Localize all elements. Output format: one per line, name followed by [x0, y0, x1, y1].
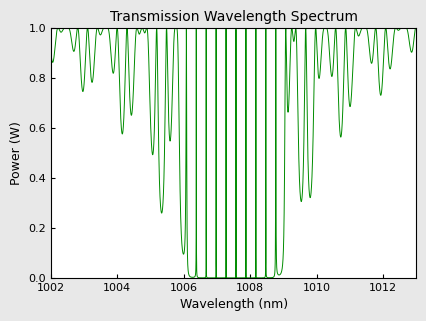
X-axis label: Wavelength (nm): Wavelength (nm): [179, 298, 288, 311]
Title: Transmission Wavelength Spectrum: Transmission Wavelength Spectrum: [109, 10, 357, 24]
Y-axis label: Power (W): Power (W): [10, 121, 23, 185]
